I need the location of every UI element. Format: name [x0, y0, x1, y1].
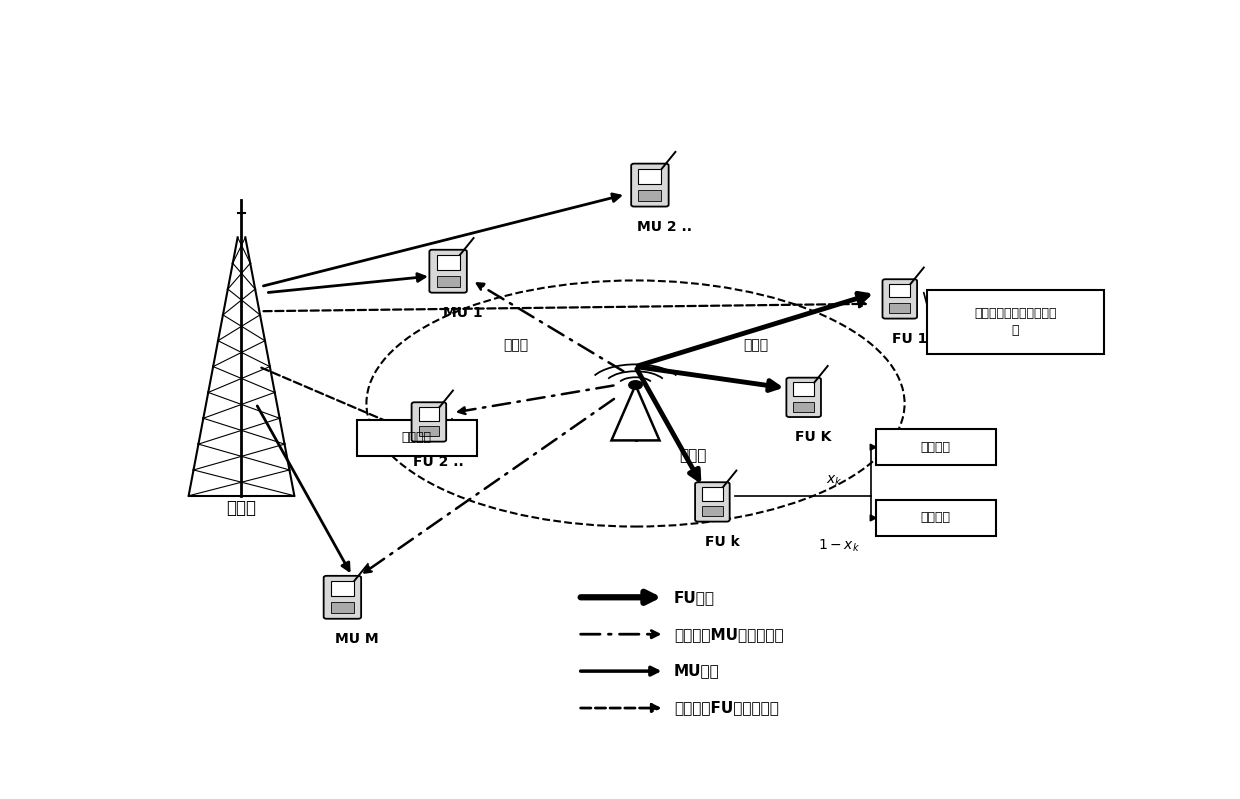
Bar: [794, 383, 813, 396]
FancyBboxPatch shape: [357, 420, 477, 455]
Bar: [889, 303, 910, 313]
FancyBboxPatch shape: [875, 500, 996, 536]
Bar: [794, 402, 813, 411]
Text: 串行干扰消除信道信号干
扰: 串行干扰消除信道信号干 扰: [975, 307, 1056, 337]
FancyBboxPatch shape: [324, 576, 361, 618]
Text: MU链路: MU链路: [675, 664, 719, 678]
Text: 宏基站: 宏基站: [227, 499, 257, 517]
Text: FU K: FU K: [795, 431, 832, 444]
Bar: [702, 507, 723, 516]
Text: 微基站到MU的跨层干扰: 微基站到MU的跨层干扰: [675, 626, 784, 642]
Text: 强信道: 强信道: [743, 338, 769, 352]
Bar: [436, 276, 460, 287]
Text: $x_k$: $x_k$: [826, 473, 842, 487]
Bar: [331, 602, 353, 613]
Bar: [889, 284, 910, 297]
FancyBboxPatch shape: [883, 279, 918, 319]
Text: MU 2 ..: MU 2 ..: [637, 220, 692, 234]
Text: 微基站: 微基站: [680, 448, 707, 463]
FancyBboxPatch shape: [412, 402, 446, 442]
FancyBboxPatch shape: [786, 378, 821, 417]
Bar: [639, 169, 661, 184]
FancyBboxPatch shape: [429, 250, 466, 292]
Circle shape: [629, 381, 642, 389]
FancyBboxPatch shape: [875, 429, 996, 465]
Text: 宏基站到FU的跨层干扰: 宏基站到FU的跨层干扰: [675, 701, 779, 716]
Bar: [702, 487, 723, 500]
Text: FU链路: FU链路: [675, 590, 715, 605]
Text: FU 2 ..: FU 2 ..: [413, 455, 464, 469]
Text: 信号解码: 信号解码: [402, 431, 432, 444]
Text: 弱信道: 弱信道: [502, 338, 528, 352]
Text: $1-x_k$: $1-x_k$: [818, 538, 861, 555]
Bar: [436, 255, 460, 269]
Text: FU k: FU k: [704, 535, 739, 549]
Bar: [331, 581, 353, 596]
Text: MU 1: MU 1: [443, 306, 482, 320]
Bar: [419, 426, 439, 436]
FancyBboxPatch shape: [926, 290, 1105, 354]
Bar: [419, 407, 439, 420]
Text: 功率接收: 功率接收: [921, 511, 951, 524]
Text: MU M: MU M: [335, 632, 378, 646]
Bar: [639, 190, 661, 201]
Text: 信息传递: 信息传递: [921, 441, 951, 454]
FancyBboxPatch shape: [631, 164, 668, 207]
Text: FU 1: FU 1: [892, 332, 928, 346]
Polygon shape: [611, 385, 660, 440]
FancyBboxPatch shape: [696, 483, 729, 522]
